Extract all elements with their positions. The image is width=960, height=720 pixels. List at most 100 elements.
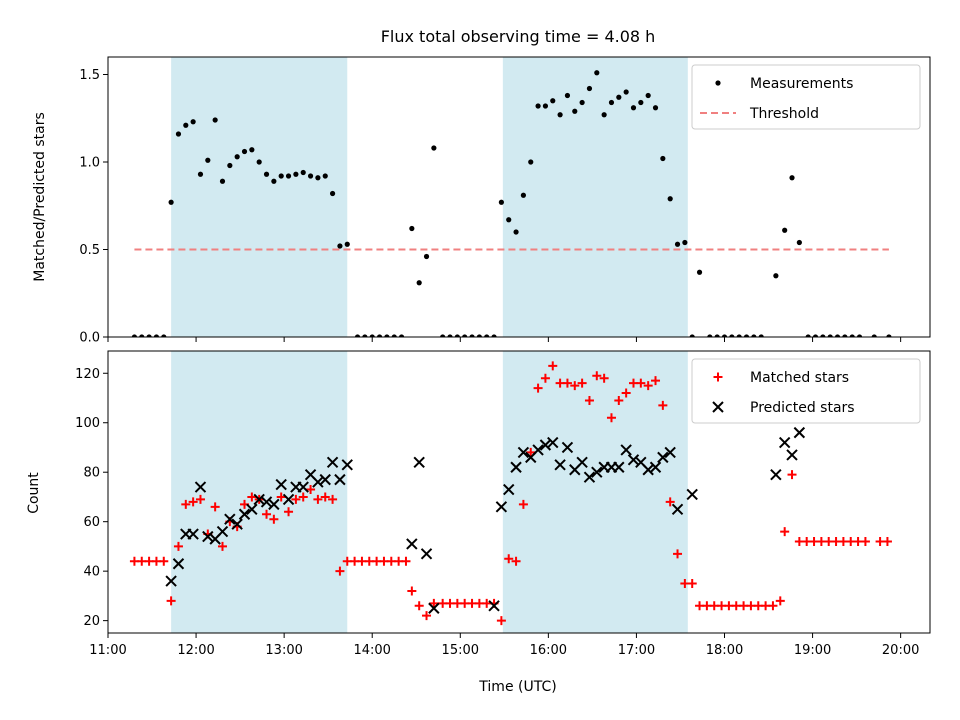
measurement-point <box>369 334 375 337</box>
matched-star-point <box>687 579 697 589</box>
measurement-point <box>384 334 390 337</box>
bottom-x-tick-label: 19:00 <box>794 643 831 658</box>
measurement-point <box>484 334 490 337</box>
measurement-point <box>416 280 422 286</box>
predicted-star-point <box>664 446 676 459</box>
measurement-point <box>645 92 651 99</box>
measurement-point <box>153 334 160 337</box>
top-plot-area <box>131 70 892 337</box>
measurement-point <box>572 108 578 114</box>
measurement-point <box>586 85 593 92</box>
bottom-x-tick-label: 18:00 <box>706 643 743 658</box>
predicted-star-point <box>406 538 418 550</box>
measurement-point <box>197 171 204 177</box>
top-y-tick-label: 0.0 <box>79 331 100 346</box>
matched-star-point <box>621 388 631 398</box>
matched-star-point <box>577 378 587 388</box>
bottom-x-tick-label: 15:00 <box>442 643 479 658</box>
bottom-x-tick-label: 13:00 <box>265 643 302 658</box>
measurement-point <box>773 273 779 279</box>
bottom-x-tick-label: 20:00 <box>882 643 919 658</box>
predicted-star-point <box>576 456 588 469</box>
measurement-point <box>782 227 788 233</box>
matched-star-point <box>284 507 294 517</box>
top-panel: 0.0 0.5 1.0 1.5 Measurements Threshold <box>79 56 931 346</box>
measurement-point <box>409 225 415 232</box>
predicted-star-point <box>231 518 243 530</box>
measurement-point <box>219 178 226 184</box>
measurement-point <box>805 334 811 337</box>
matched-star-point <box>592 371 602 381</box>
measurement-point <box>139 334 145 337</box>
measurement-point <box>652 105 659 111</box>
measurement-point <box>638 99 644 106</box>
matched-star-point <box>787 470 797 480</box>
measurement-point <box>557 112 563 118</box>
matched-star-point <box>665 497 675 507</box>
predicted-star-point <box>778 436 791 449</box>
matched-star-point <box>860 536 870 546</box>
matched-star-point <box>298 492 308 502</box>
measurement-point <box>513 229 519 235</box>
measurement-point <box>623 89 629 95</box>
predicted-star-point <box>539 439 552 451</box>
legend-plus-marker <box>713 372 723 382</box>
matched-star-point <box>407 586 417 596</box>
measurement-point <box>564 92 571 99</box>
predicted-star-point <box>510 461 522 473</box>
matched-star-point <box>414 601 424 611</box>
measurement-point <box>601 112 607 118</box>
measurement-point <box>183 122 189 128</box>
matched-star-point <box>636 378 646 388</box>
predicted-star-point <box>420 548 433 560</box>
matched-star-point <box>320 492 330 502</box>
measurement-point <box>315 175 321 181</box>
measurement-point <box>391 334 397 337</box>
top-axes-frame <box>107 56 931 338</box>
matched-star-point <box>614 395 624 405</box>
top-y-tick-label: 0.5 <box>79 243 100 258</box>
measurement-point <box>131 334 138 337</box>
measurement-point <box>579 99 585 106</box>
bottom-axes-frame <box>107 350 931 634</box>
matched-star-point <box>217 541 227 551</box>
measurement-point <box>827 334 833 337</box>
predicted-star-point <box>224 513 236 525</box>
measurement-point <box>462 334 468 337</box>
matched-star-point <box>562 378 572 388</box>
measurement-point <box>241 148 248 155</box>
bottom-y-tick-label: 120 <box>75 367 100 382</box>
measurement-point <box>271 178 277 184</box>
predicted-star-point <box>642 464 654 476</box>
matched-star-point <box>643 381 653 391</box>
measurement-point <box>249 147 255 153</box>
predicted-star-point <box>495 501 508 513</box>
predicted-star-point <box>187 528 199 540</box>
matched-star-point <box>188 497 198 507</box>
measurement-point <box>707 334 713 337</box>
measurement-point <box>820 334 826 337</box>
measurement-point <box>542 103 549 109</box>
predicted-star-point <box>786 449 798 461</box>
measurement-point <box>871 334 877 337</box>
legend-dot-marker <box>715 80 721 86</box>
bottom-y-tick-label: 40 <box>83 565 100 580</box>
measurement-point <box>714 334 720 337</box>
matched-star-point <box>291 494 301 504</box>
matched-star-point <box>775 596 785 606</box>
measurement-point <box>212 117 218 123</box>
bottom-legend-label: Matched stars <box>750 370 849 386</box>
top-observing-interval-1 <box>502 57 688 337</box>
matched-star-point <box>422 611 432 621</box>
top-observing-interval-0 <box>171 57 348 337</box>
measurement-point <box>329 190 336 197</box>
measurement-point <box>344 241 350 247</box>
measurement-point <box>886 334 892 337</box>
predicted-star-point <box>686 488 698 501</box>
measurement-point <box>812 334 819 337</box>
predicted-star-point <box>202 530 214 543</box>
predicted-star-point <box>591 466 603 478</box>
measurement-point <box>736 334 742 337</box>
chart-title: Flux total observing time = 4.08 h <box>381 27 656 46</box>
